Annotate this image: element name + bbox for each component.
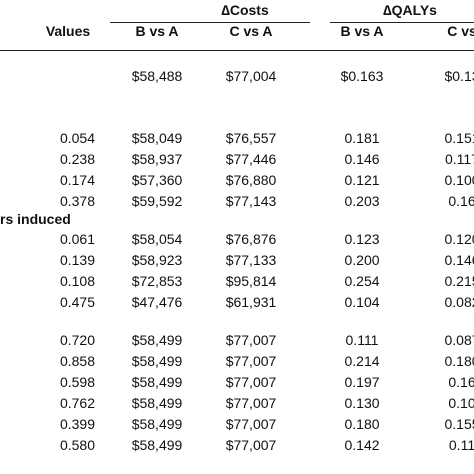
cell: $58,499 (131, 332, 183, 348)
cell: $77,007 (225, 395, 277, 411)
cell: 0.181 (344, 130, 380, 146)
cell: $77,007 (225, 437, 277, 453)
cell: 0.203 (344, 193, 380, 209)
cell: 0.139 (59, 252, 95, 268)
cell: 0.146 (344, 151, 380, 167)
cell: 0.858 (59, 353, 95, 369)
cell: $76,876 (225, 231, 277, 247)
cell: $72,853 (131, 273, 183, 289)
cell: 0.146 (444, 252, 474, 268)
cell: 0.104 (344, 294, 380, 310)
cell: $77,004 (225, 68, 277, 84)
group-header: ∆QALYs (383, 2, 437, 18)
cell: 0.180 (344, 416, 380, 432)
cell: $0.163 (340, 68, 384, 84)
cell: 0.130 (344, 395, 380, 411)
cell: 0.200 (344, 252, 380, 268)
cell: 0.580 (59, 437, 95, 453)
cell: $77,007 (225, 332, 277, 348)
cell: $77,007 (225, 353, 277, 369)
cell: $58,499 (131, 395, 183, 411)
cell: 0.111 (345, 332, 379, 348)
cell: 0.16 (448, 374, 474, 390)
cell: $77,446 (225, 151, 277, 167)
cell: $59,592 (131, 193, 183, 209)
cell: 0.215 (444, 273, 474, 289)
cell: 0.475 (59, 294, 95, 310)
cell: 0.598 (59, 374, 95, 390)
cell: 0.121 (344, 172, 380, 188)
cell: 0.197 (344, 374, 380, 390)
group-rule (330, 22, 474, 23)
cell: 0.214 (344, 353, 380, 369)
cell: 0.720 (59, 332, 95, 348)
cell: $47,476 (131, 294, 183, 310)
cell: 0.054 (59, 130, 95, 146)
cell: $76,557 (225, 130, 277, 146)
column-header: Values (45, 23, 91, 39)
cell: 0.120 (444, 231, 474, 247)
cell: $58,049 (131, 130, 183, 146)
cell: 0.061 (59, 231, 95, 247)
group-rule (110, 22, 310, 23)
column-header: B vs A (340, 23, 384, 39)
cell: 0.762 (59, 395, 95, 411)
cell: 0.108 (59, 273, 95, 289)
cell: 0.117 (445, 151, 474, 167)
cell: 0.174 (59, 172, 95, 188)
cell: $0.13 (444, 68, 474, 84)
cell: 0.254 (344, 273, 380, 289)
cell: $58,937 (131, 151, 183, 167)
cell: $77,007 (225, 416, 277, 432)
column-header: C vs (447, 23, 474, 39)
cell: $77,143 (225, 193, 277, 209)
cell: $57,360 (131, 172, 183, 188)
cell: 0.378 (59, 193, 95, 209)
cell: $58,499 (131, 416, 183, 432)
cell: $58,499 (131, 437, 183, 453)
cell: $77,133 (225, 252, 277, 268)
cell: 0.142 (344, 437, 380, 453)
cell: $76,880 (225, 172, 277, 188)
cell: 0.10 (448, 395, 474, 411)
cell: 0.082 (444, 294, 474, 310)
header-rule (0, 50, 474, 51)
cell: 0.399 (59, 416, 95, 432)
cell: $77,007 (225, 374, 277, 390)
cell: 0.180 (444, 353, 474, 369)
column-header: C vs A (229, 23, 273, 39)
cell: 0.11 (448, 437, 474, 453)
column-header: B vs A (135, 23, 179, 39)
cell: 0.238 (59, 151, 95, 167)
cell: $58,488 (131, 68, 183, 84)
cell: $58,923 (131, 252, 183, 268)
cell: 0.155 (444, 416, 474, 432)
cell: $58,499 (131, 374, 183, 390)
cell: $95,814 (225, 273, 277, 289)
cell: $61,931 (225, 294, 277, 310)
cell: $58,054 (131, 231, 183, 247)
group-header: ∆Costs (221, 2, 269, 18)
cell: $58,499 (131, 353, 183, 369)
cell: 0.100 (444, 172, 474, 188)
section-label: rs induced (0, 211, 71, 227)
cell: 0.151 (444, 130, 474, 146)
cell: 0.123 (344, 231, 380, 247)
cell: 0.087 (444, 332, 474, 348)
cell: 0.16 (448, 193, 474, 209)
